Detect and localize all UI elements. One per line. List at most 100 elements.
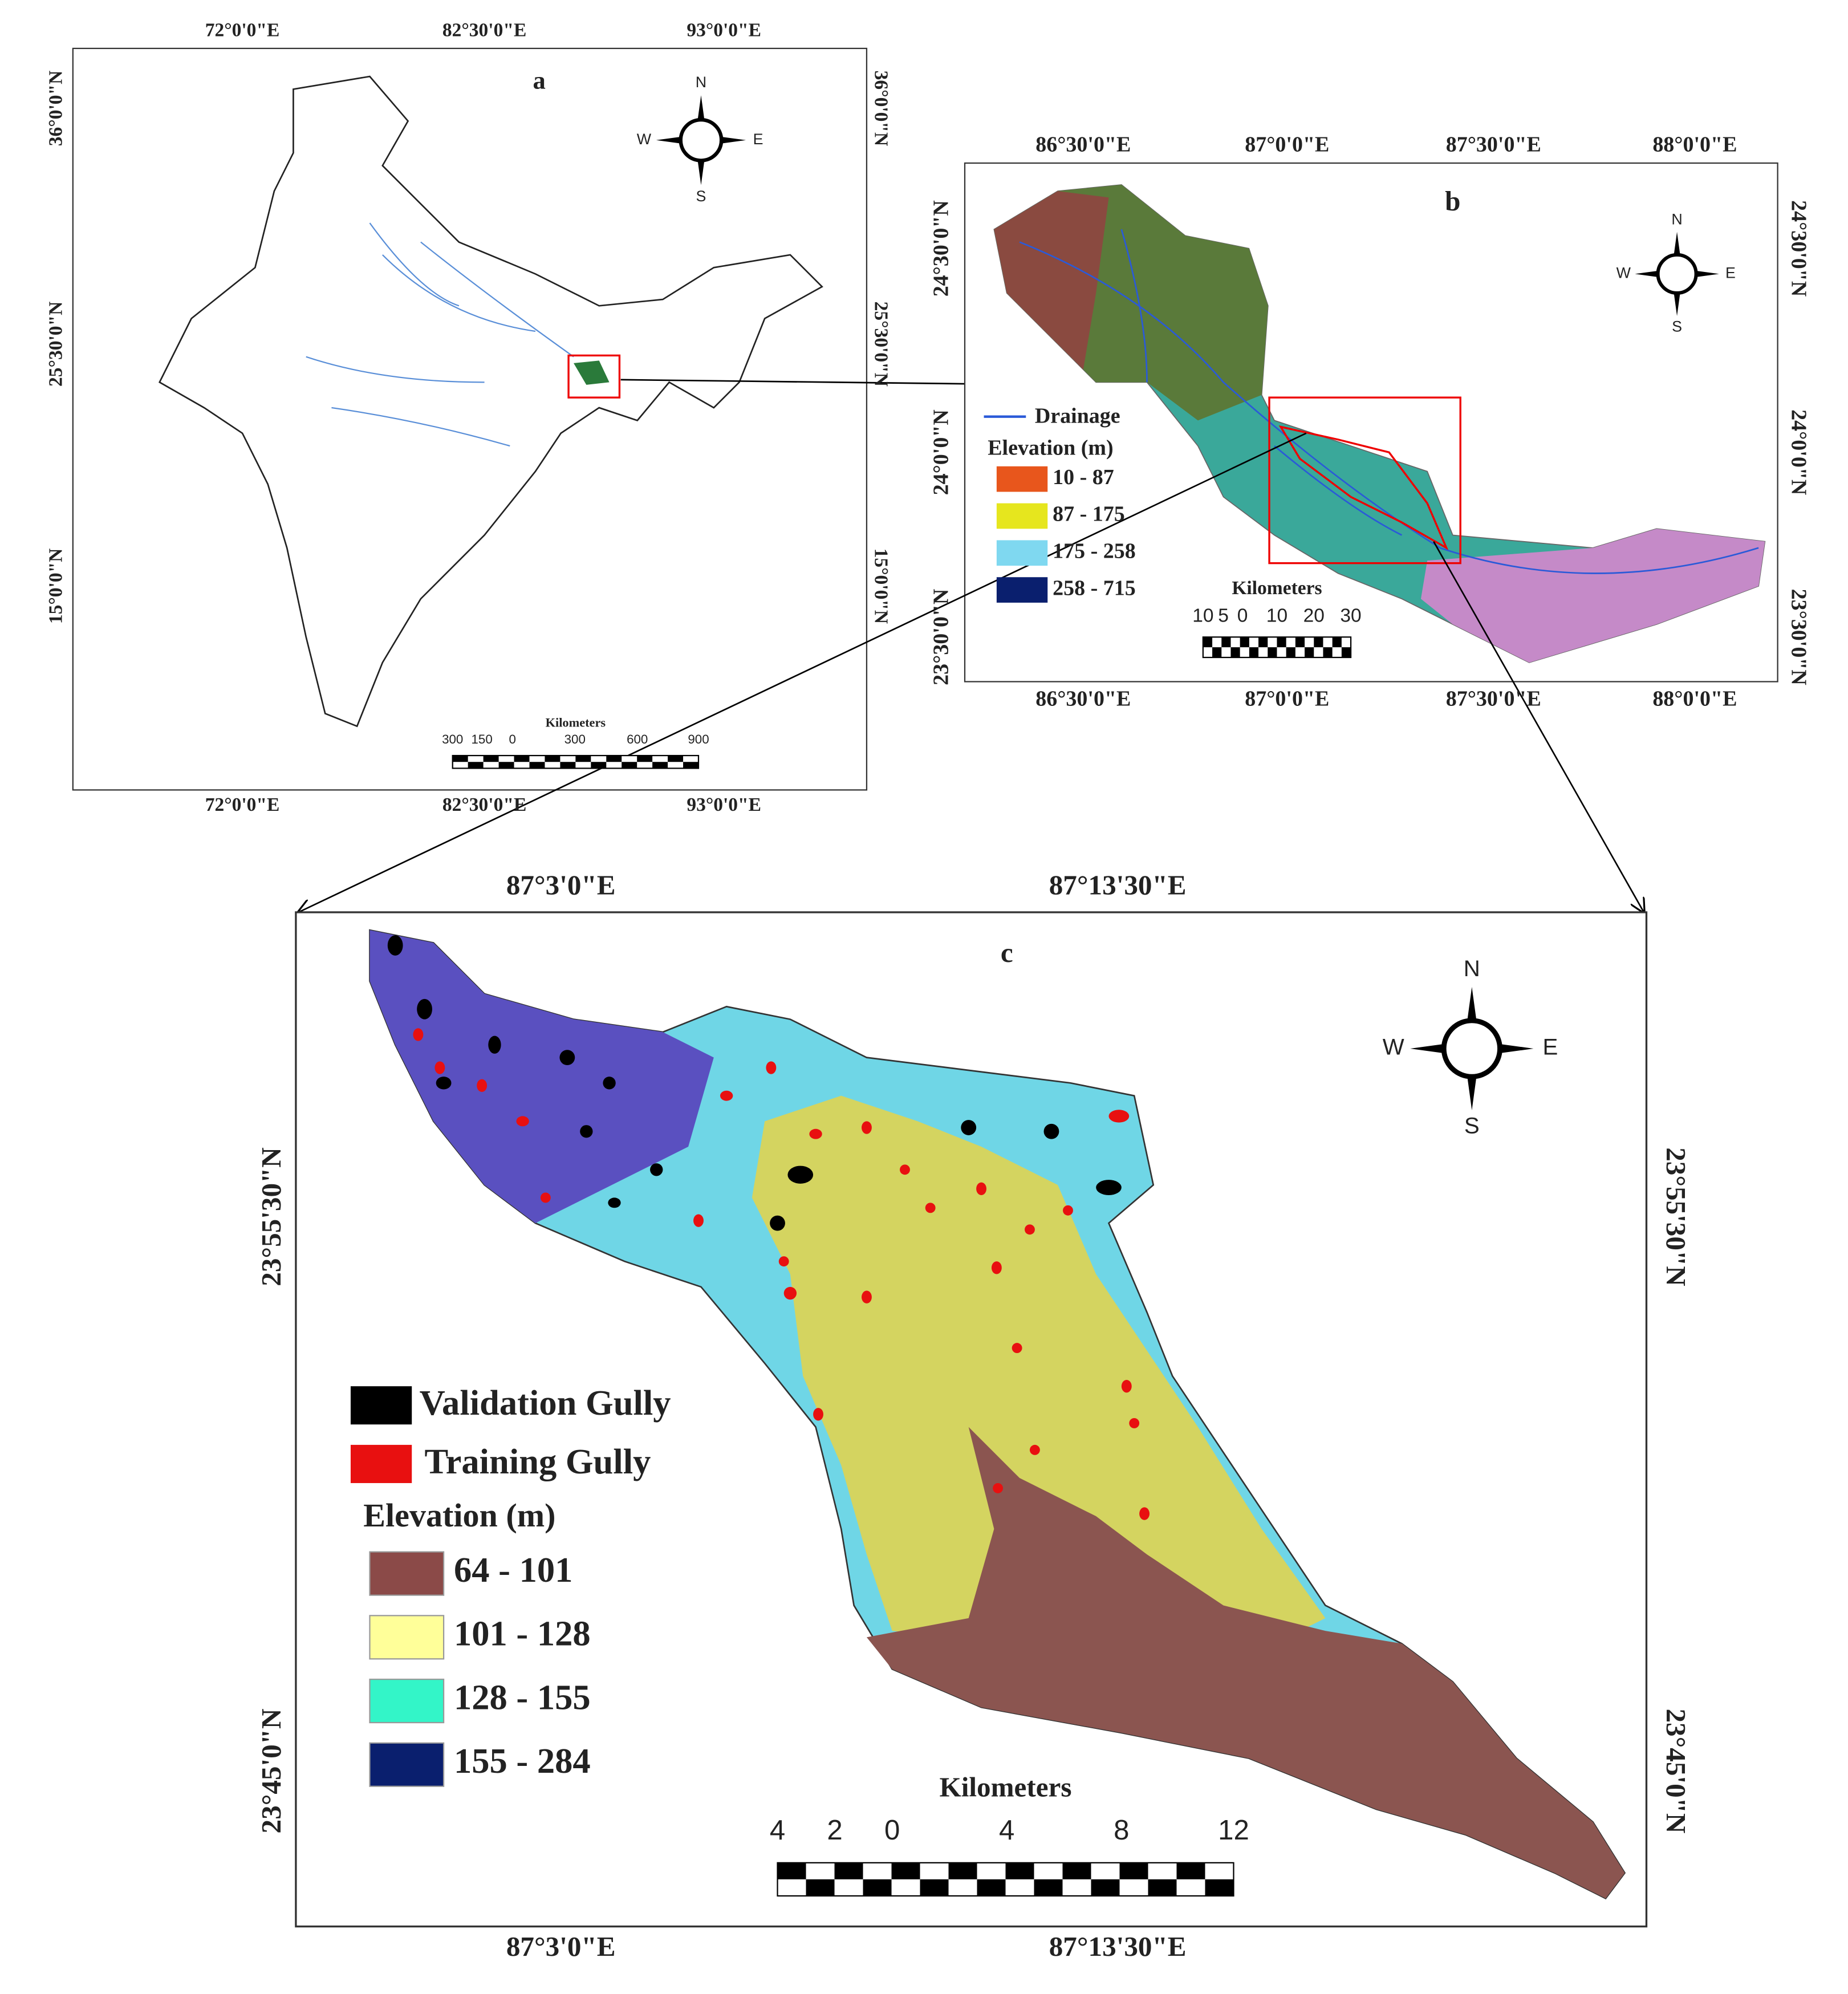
scale-segment	[652, 762, 668, 769]
scale-segment	[1212, 647, 1222, 658]
scale-tick: 30	[1340, 605, 1361, 626]
legend-validation: Validation Gully	[420, 1383, 671, 1423]
scale-segment	[1286, 647, 1295, 658]
scale-tick: 0	[884, 1815, 900, 1846]
scale-segment	[834, 1862, 863, 1879]
scale-tick: 20	[1303, 605, 1325, 626]
scale-segment	[606, 756, 622, 762]
validation-key	[350, 1386, 412, 1425]
scale-segment	[948, 1862, 977, 1879]
zone-155-284	[369, 930, 714, 1224]
scale-segment	[1341, 647, 1351, 658]
scale-segment	[637, 756, 653, 762]
legend-label: 258 - 715	[1053, 576, 1136, 600]
scale-segment	[1323, 647, 1333, 658]
scale-segment	[1277, 637, 1286, 648]
training-key	[350, 1444, 412, 1483]
scale-segment	[468, 762, 484, 769]
india-outline	[159, 75, 823, 728]
scale-segment	[1230, 647, 1240, 658]
longitude-label: 93°0'0"E	[687, 794, 761, 815]
latitude-label: 36°0'0"N	[46, 71, 67, 147]
longitude-label: 87°3'0"E	[506, 870, 616, 901]
legend-title: Elevation (m)	[988, 436, 1113, 460]
scale-segment	[920, 1879, 949, 1896]
zone-64-101	[866, 1427, 1625, 1899]
scale-segment	[1205, 1879, 1234, 1896]
scale-title: Kilometers	[1232, 578, 1322, 599]
training-gullies	[413, 1028, 1150, 1520]
legend-label: 155 - 284	[454, 1741, 591, 1781]
scale-segment	[1148, 1879, 1177, 1896]
longitude-label: 82°30'0"E	[442, 20, 526, 41]
longitude-label: 87°0'0"E	[1245, 133, 1329, 157]
validation-gullies	[387, 935, 1122, 1231]
scale-segment	[575, 756, 591, 762]
latitude-label: 24°0'0"N	[929, 409, 953, 495]
legend-swatch	[996, 503, 1048, 529]
latitude-label: 25°30'0"N	[871, 302, 892, 387]
scale-segment	[683, 762, 698, 769]
scale-segment	[591, 762, 607, 769]
scale-tick: 4	[770, 1815, 785, 1846]
longitude-label: 87°30'0"E	[1446, 133, 1541, 157]
compass-w: W	[1617, 264, 1631, 281]
latitude-label: 24°30'0"N	[1786, 200, 1810, 297]
latitude-label: 25°30'0"N	[46, 302, 67, 387]
latitude-label: 23°30'0"N	[1786, 589, 1810, 685]
compass-s: S	[1464, 1112, 1480, 1138]
scale-segment	[1176, 1862, 1205, 1879]
scale-segment	[514, 756, 530, 762]
arrow	[298, 432, 1307, 912]
basin-b-lower	[1420, 529, 1765, 663]
zone-101-128	[752, 1095, 1326, 1656]
scale-segment	[1034, 1879, 1063, 1896]
longitude-label: 72°0'0"E	[205, 20, 280, 41]
panel-label: c	[1001, 937, 1013, 968]
legend-swatch	[996, 540, 1048, 566]
compass-e: E	[1543, 1034, 1558, 1060]
drainage-lines	[1019, 229, 1759, 574]
longitude-label: 88°0'0"E	[1652, 133, 1737, 157]
compass-w: W	[637, 131, 652, 148]
scale-segment	[483, 756, 499, 762]
latitude-label: 23°45'0"N	[255, 1708, 287, 1833]
latitude-label: 36°0'0"N	[871, 71, 892, 146]
scale-tick: 300	[442, 732, 463, 746]
longitude-label: 87°30'0"E	[1446, 687, 1541, 711]
compass-e: E	[753, 131, 763, 148]
arrow	[1433, 541, 1644, 912]
latitude-label: 15°0'0"N	[46, 549, 67, 624]
compass-n: N	[1671, 211, 1682, 228]
legend-label: 128 - 155	[454, 1677, 591, 1717]
longitude-label: 86°30'0"E	[1035, 687, 1131, 711]
legend-swatch	[369, 1615, 445, 1660]
legend-label: 64 - 101	[454, 1550, 572, 1590]
scale-segment	[1258, 637, 1268, 648]
rivers	[306, 222, 574, 447]
scale-tick: 0	[509, 732, 516, 746]
panel-label: a	[533, 66, 546, 94]
legend-label: 175 - 258	[1053, 539, 1136, 563]
compass-w: W	[1383, 1034, 1404, 1060]
scale-segment	[1091, 1879, 1120, 1896]
scale-segment	[891, 1862, 920, 1879]
latitude-label: 23°30'0"N	[929, 589, 953, 685]
legend-drainage: Drainage	[1035, 404, 1120, 428]
longitude-label: 93°0'0"E	[687, 20, 761, 41]
scale-tick: 600	[627, 732, 648, 746]
compass-n: N	[1464, 956, 1480, 981]
scale-segment	[1203, 637, 1213, 648]
compass-ring	[1441, 1018, 1502, 1079]
longitude-label: 87°0'0"E	[1245, 687, 1329, 711]
scale-tick: 150	[471, 732, 492, 746]
legend-label: 10 - 87	[1053, 465, 1114, 489]
latitude-label: 23°55'30"N	[1660, 1147, 1692, 1286]
scale-tick: 10	[1266, 605, 1287, 626]
study-basin	[574, 360, 610, 385]
scale-segment	[1240, 637, 1249, 648]
basin-b-top	[994, 191, 1109, 370]
scale-segment	[806, 1879, 835, 1896]
scale-tick: 10	[1192, 605, 1213, 626]
